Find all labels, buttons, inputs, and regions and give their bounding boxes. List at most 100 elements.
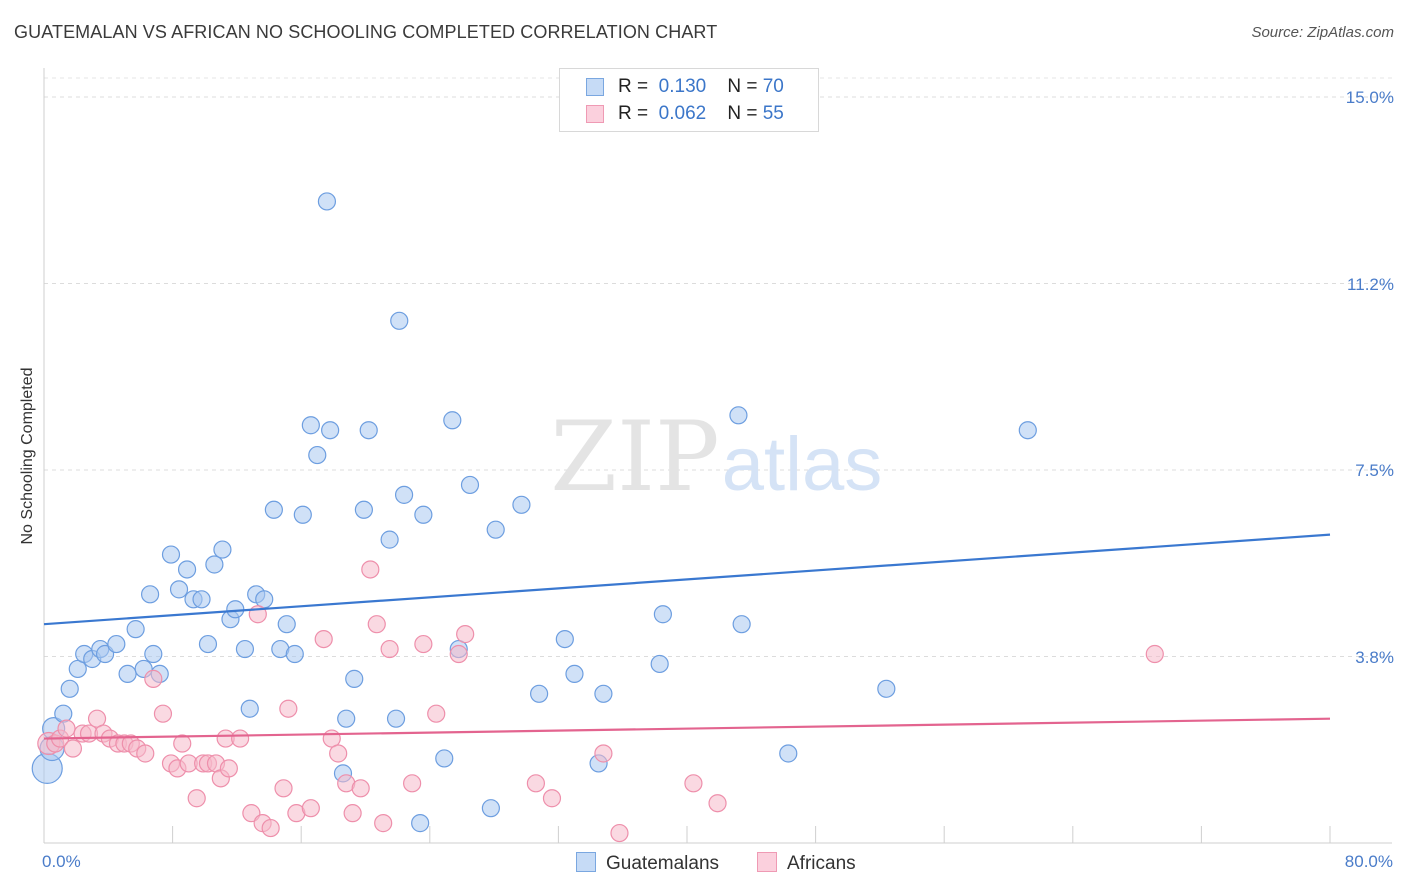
stats-box: R = 0.130 N = 70 R = 0.062 N = 55 xyxy=(559,68,819,132)
point-africans-14 xyxy=(136,744,155,763)
grid-lines xyxy=(44,77,1392,657)
point-africans-16 xyxy=(153,704,173,723)
point-guatemalans-47 xyxy=(390,311,409,330)
x-tick-label-min: 0.0% xyxy=(42,852,81,871)
point-guatemalans-54 xyxy=(460,475,480,495)
point-africans-15 xyxy=(144,669,163,688)
point-africans-42 xyxy=(351,779,370,798)
legend-swatch-africans xyxy=(757,852,777,872)
point-africans-46 xyxy=(380,639,399,659)
legend-item-guatemalans[interactable]: Guatemalans xyxy=(576,852,719,875)
point-africans-18 xyxy=(173,734,192,753)
point-guatemalans-49 xyxy=(411,814,430,833)
point-guatemalans-39 xyxy=(321,421,340,440)
point-guatemalans-17 xyxy=(161,545,181,564)
legend-swatch-guatemalans xyxy=(576,852,596,872)
point-africans-44 xyxy=(367,615,386,634)
point-africans-48 xyxy=(414,634,433,654)
point-guatemalans-60 xyxy=(565,664,584,684)
point-africans-50 xyxy=(449,644,468,664)
point-africans-49 xyxy=(427,704,446,723)
point-guatemalans-33 xyxy=(277,615,296,634)
point-guatemalans-18 xyxy=(169,580,189,599)
point-guatemalans-34 xyxy=(285,644,304,664)
point-guatemalans-68 xyxy=(877,679,896,698)
point-africans-52 xyxy=(526,774,545,793)
point-africans-34 xyxy=(279,699,298,718)
y-tick-label-0: 3.8% xyxy=(1355,647,1394,667)
point-guatemalans-56 xyxy=(486,520,505,539)
point-africans-55 xyxy=(610,823,629,843)
point-africans-28 xyxy=(231,729,250,748)
stats-text-guatemalans: R = 0.130 N = 70 xyxy=(618,76,784,97)
point-guatemalans-42 xyxy=(345,669,364,688)
watermark-zip: ZIP xyxy=(550,401,719,513)
trend-line-guatemalans xyxy=(43,533,1331,626)
point-guatemalans-37 xyxy=(308,445,327,465)
point-guatemalans-36 xyxy=(301,416,320,435)
y-axis-label: No Schooling Completed xyxy=(19,367,36,545)
point-guatemalans-48 xyxy=(394,485,414,504)
point-africans-21 xyxy=(187,789,206,808)
point-africans-45 xyxy=(374,814,393,833)
point-guatemalans-64 xyxy=(653,605,672,624)
x-tick-label-max: 80.0% xyxy=(1344,852,1393,871)
point-africans-43 xyxy=(361,560,380,579)
legend-label-guatemalans: Guatemalans xyxy=(606,853,720,874)
point-guatemalans-50 xyxy=(414,505,433,524)
stats-swatch-guatemalans xyxy=(586,78,604,96)
point-africans-54 xyxy=(594,744,613,763)
point-guatemalans-26 xyxy=(226,600,245,619)
point-guatemalans-11 xyxy=(118,664,137,684)
point-guatemalans-28 xyxy=(240,699,259,718)
stats-swatch-africans xyxy=(586,105,604,123)
point-guatemalans-62 xyxy=(594,684,613,703)
point-guatemalans-38 xyxy=(317,192,337,211)
point-africans-53 xyxy=(542,789,562,808)
point-africans-4 xyxy=(63,739,83,758)
point-guatemalans-14 xyxy=(144,644,163,664)
point-africans-51 xyxy=(456,625,475,644)
point-africans-47 xyxy=(403,774,422,793)
point-guatemalans-41 xyxy=(337,709,356,728)
point-africans-37 xyxy=(314,629,333,649)
point-africans-32 xyxy=(261,818,280,838)
y-tick-label-2: 11.2% xyxy=(1347,274,1394,294)
chart-title: GUATEMALAN VS AFRICAN NO SCHOOLING COMPL… xyxy=(14,22,718,42)
point-guatemalans-27 xyxy=(235,639,255,659)
point-guatemalans-52 xyxy=(443,411,462,430)
point-guatemalans-21 xyxy=(192,590,211,609)
point-guatemalans-58 xyxy=(530,684,549,703)
trend-lines xyxy=(43,533,1331,740)
point-guatemalans-43 xyxy=(354,500,373,519)
point-africans-56 xyxy=(684,774,703,793)
point-guatemalans-12 xyxy=(126,620,145,639)
watermark: ZIP atlas xyxy=(550,401,882,513)
point-africans-39 xyxy=(329,744,348,763)
point-guatemalans-3 xyxy=(54,704,73,723)
data-points xyxy=(31,192,1164,843)
point-guatemalans-69 xyxy=(1018,421,1037,440)
point-guatemalans-67 xyxy=(779,744,798,763)
point-africans-36 xyxy=(301,799,320,818)
point-guatemalans-4 xyxy=(60,679,79,698)
point-guatemalans-65 xyxy=(729,406,748,425)
point-africans-3 xyxy=(57,719,76,738)
point-guatemalans-19 xyxy=(177,560,197,579)
legend-item-africans[interactable]: Africans xyxy=(757,852,856,875)
point-guatemalans-24 xyxy=(213,540,232,559)
point-guatemalans-57 xyxy=(512,495,531,514)
point-guatemalans-63 xyxy=(650,654,669,674)
point-guatemalans-46 xyxy=(386,709,406,728)
point-guatemalans-55 xyxy=(481,799,500,818)
point-guatemalans-59 xyxy=(555,629,574,649)
trend-line-africans xyxy=(43,717,1331,740)
stats-text-africans: R = 0.062 N = 55 xyxy=(618,103,784,124)
point-guatemalans-44 xyxy=(359,421,378,440)
point-africans-57 xyxy=(708,794,727,813)
legend-label-africans: Africans xyxy=(787,853,856,874)
point-africans-27 xyxy=(219,759,238,778)
source-label: Source: ZipAtlas.com xyxy=(1251,24,1394,41)
point-guatemalans-35 xyxy=(293,505,312,524)
